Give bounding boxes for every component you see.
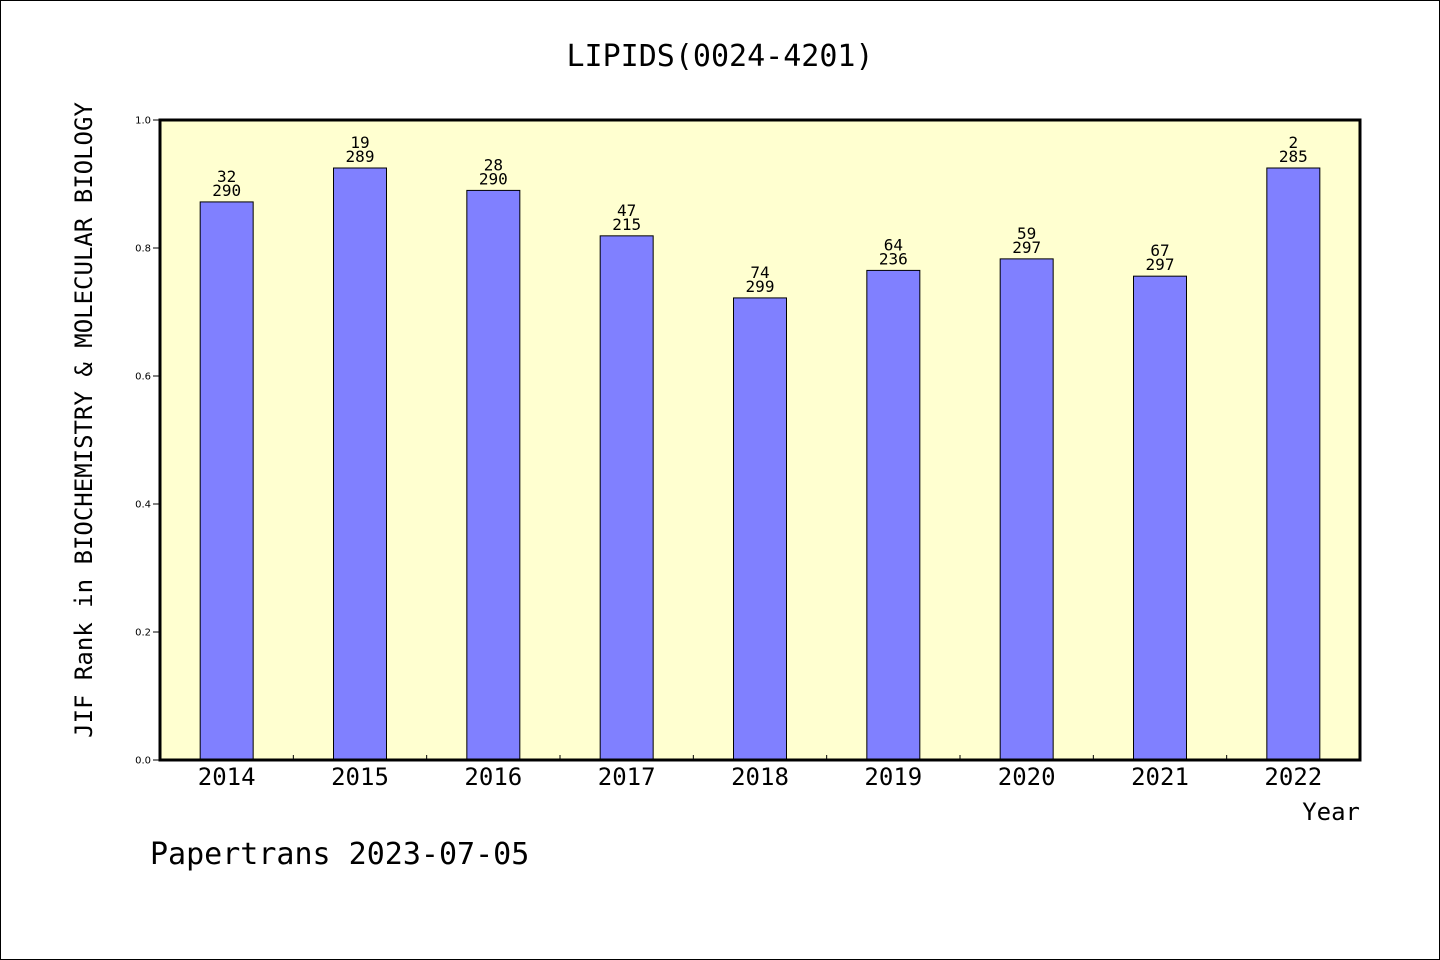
bar-total-label-2019: 236 <box>879 249 908 268</box>
x-tick-label-2014: 2014 <box>198 763 256 791</box>
plot-border <box>158 118 1362 762</box>
bar-total-label-2014: 290 <box>212 181 241 200</box>
bar-2021 <box>1133 275 1187 761</box>
y-tick-label: 0.2 <box>135 628 151 639</box>
bar-total-label-2017: 215 <box>612 215 641 234</box>
x-tick-label-2019: 2019 <box>864 763 922 791</box>
bar-2022 <box>1266 167 1321 761</box>
y-tick-label: 0.4 <box>135 500 151 511</box>
y-tick-label: 1.0 <box>135 116 151 127</box>
x-tick-label-2021: 2021 <box>1131 763 1189 791</box>
bar-rank-label-2014: 32 <box>217 167 236 186</box>
bar-2015 <box>333 167 387 761</box>
y-tick-label: 0.6 <box>135 372 151 383</box>
chart-title: LIPIDS(0024-4201) <box>566 39 873 74</box>
bar-2018 <box>733 297 787 761</box>
bar-rank-label-2020: 59 <box>1017 224 1036 243</box>
bar-total-label-2020: 297 <box>1012 238 1041 257</box>
bar-rank-label-2015: 19 <box>350 133 369 152</box>
bar-rank-label-2019: 64 <box>884 235 903 254</box>
bar-2014 <box>199 201 254 761</box>
bar-rank-label-2017: 47 <box>617 201 636 220</box>
bar-rank-label-2022: 2 <box>1289 133 1299 152</box>
y-tick-label: 0.8 <box>135 244 151 255</box>
bar-total-label-2021: 297 <box>1146 255 1175 274</box>
bar-total-label-2015: 289 <box>346 147 375 166</box>
bar-2016 <box>466 189 521 761</box>
y-axis-label: JIF Rank in BIOCHEMISTRY & MOLECULAR BIO… <box>70 102 98 738</box>
x-tick-label-2020: 2020 <box>998 763 1056 791</box>
x-tick-label-2015: 2015 <box>331 763 389 791</box>
bar-2017 <box>599 235 654 761</box>
bar-rank-label-2018: 74 <box>750 263 769 282</box>
bar-total-label-2022: 285 <box>1279 147 1308 166</box>
x-tick-label-2016: 2016 <box>464 763 522 791</box>
x-axis-label: Year <box>1302 798 1360 826</box>
bar-rank-label-2016: 28 <box>484 155 503 174</box>
bar-2019 <box>866 269 921 761</box>
bar-rank-label-2021: 67 <box>1150 241 1169 260</box>
x-axis-ticks: 2014 2015 2016 2017 2018 2019 2020 2021 2022 <box>198 755 1322 791</box>
x-tick-label-2017: 2017 <box>598 763 656 791</box>
x-tick-label-2018: 2018 <box>731 763 789 791</box>
bar-total-label-2016: 290 <box>479 169 508 188</box>
y-tick-label: 0.0 <box>135 756 151 767</box>
footer-credit: Papertrans 2023-07-05 <box>150 837 529 872</box>
bars-group <box>199 167 1321 761</box>
y-axis-ticks: 0.0 0.2 0.4 0.6 0.8 1.0 <box>135 116 160 767</box>
bar-total-label-2018: 299 <box>746 277 775 296</box>
bar-2020 <box>999 258 1054 761</box>
x-tick-label-2022: 2022 <box>1264 763 1322 791</box>
